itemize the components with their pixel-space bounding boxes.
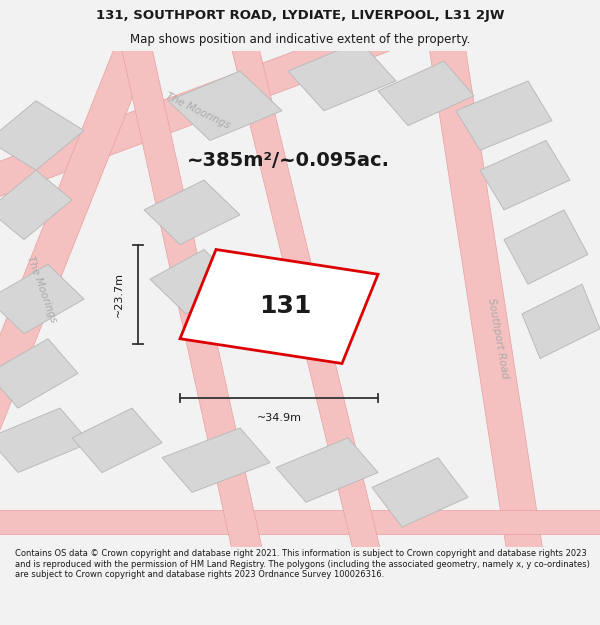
Polygon shape	[0, 264, 84, 334]
Polygon shape	[378, 61, 474, 126]
Polygon shape	[288, 41, 396, 111]
Polygon shape	[144, 180, 240, 244]
Polygon shape	[480, 141, 570, 210]
Polygon shape	[162, 428, 270, 493]
Text: The Moorings: The Moorings	[25, 254, 59, 324]
Polygon shape	[0, 339, 78, 408]
Polygon shape	[0, 101, 84, 170]
Polygon shape	[227, 24, 385, 574]
Polygon shape	[168, 71, 282, 141]
Text: Map shows position and indicative extent of the property.: Map shows position and indicative extent…	[130, 34, 470, 46]
Text: 131: 131	[259, 294, 311, 319]
Polygon shape	[0, 170, 72, 239]
Polygon shape	[150, 249, 240, 314]
Polygon shape	[372, 458, 468, 527]
Polygon shape	[0, 408, 90, 472]
Polygon shape	[456, 81, 552, 151]
Polygon shape	[0, 47, 149, 462]
Polygon shape	[504, 210, 588, 284]
Text: ~385m²/~0.095ac.: ~385m²/~0.095ac.	[187, 151, 389, 170]
Polygon shape	[426, 24, 546, 574]
Text: Contains OS data © Crown copyright and database right 2021. This information is : Contains OS data © Crown copyright and d…	[15, 549, 590, 579]
Text: ~23.7m: ~23.7m	[114, 272, 124, 317]
Polygon shape	[522, 284, 600, 359]
Polygon shape	[0, 510, 600, 534]
Polygon shape	[72, 408, 162, 472]
Text: ~34.9m: ~34.9m	[257, 413, 302, 423]
Polygon shape	[276, 438, 378, 503]
Polygon shape	[117, 24, 267, 574]
Text: 131, SOUTHPORT ROAD, LYDIATE, LIVERPOOL, L31 2JW: 131, SOUTHPORT ROAD, LYDIATE, LIVERPOOL,…	[96, 9, 504, 22]
Text: Southport Road: Southport Road	[486, 298, 510, 380]
Polygon shape	[0, 12, 416, 205]
Text: The Moorings: The Moorings	[164, 91, 232, 131]
Polygon shape	[180, 249, 378, 364]
